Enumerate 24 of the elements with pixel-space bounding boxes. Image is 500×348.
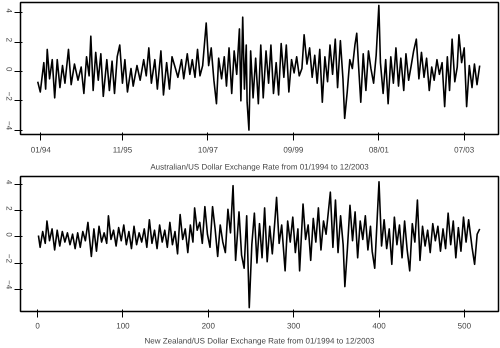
x-tick-label: 100: [116, 322, 130, 330]
x-tick-label: 500: [458, 322, 472, 330]
y-tick-label: −4: [4, 120, 14, 131]
y-tick-label: 4: [4, 8, 14, 14]
y-tick-label: 0: [4, 232, 14, 238]
x-tick-label: 09/99: [283, 146, 304, 154]
x-tick-label: 10/97: [198, 146, 218, 154]
x-tick-label: 200: [202, 322, 216, 330]
y-tick-label: −2: [4, 254, 14, 264]
y-tick-label: −4: [4, 280, 14, 290]
x-tick-label: 400: [372, 322, 386, 330]
x-axis-title: Australian/US Dollar Exchange Rate from 01/1994 to 12/2003: [150, 162, 370, 172]
x-tick-label: 300: [286, 322, 301, 330]
y-tick-label: 4: [4, 180, 14, 185]
y-tick-label: 2: [4, 206, 14, 212]
x-axis-title: New Zealand/US Dollar Exchange Rate from 01/1994 to 12/2003: [144, 336, 376, 346]
y-tick-label: 2: [4, 38, 14, 43]
x-tick-label: 11/95: [112, 146, 133, 154]
x-tick-label: 07/03: [454, 146, 475, 154]
y-tick-label: −2: [4, 92, 14, 102]
x-tick-label: 01/94: [30, 146, 52, 154]
y-tick-label: 0: [4, 66, 14, 72]
x-tick-label: 0: [35, 322, 40, 330]
x-tick-label: 08/01: [368, 146, 390, 154]
